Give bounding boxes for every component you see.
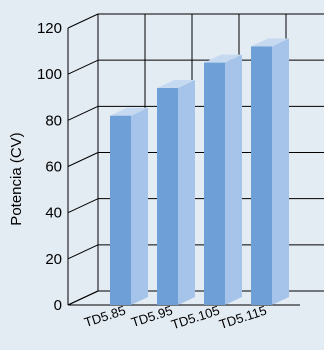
x-tick-label: TD5.105 [169, 303, 221, 333]
floor-divider [67, 290, 99, 306]
bar-side [272, 38, 289, 305]
y-tick-label: 60 [45, 159, 62, 176]
bar-front [251, 46, 272, 305]
bar-TD5.95 [157, 80, 195, 306]
x-tick-label: TD5.95 [129, 303, 174, 330]
y-tick-label: 40 [45, 205, 62, 222]
y-tick-label: 100 [37, 66, 62, 83]
bar-top [157, 80, 195, 89]
bar-side [131, 107, 148, 305]
y-tick-label: 20 [45, 251, 62, 268]
bar-side [178, 80, 195, 306]
gridline-diag [67, 244, 99, 260]
gridline-diag [67, 152, 99, 167]
bar-side [225, 54, 242, 305]
bar-top [204, 54, 242, 63]
bars [110, 38, 289, 306]
bar-front [204, 62, 225, 305]
x-tick-label: TD5.85 [82, 303, 127, 330]
y-tick-label: 80 [45, 112, 62, 129]
bar-TD5.85 [110, 107, 148, 305]
y-tick-label: 120 [37, 20, 62, 37]
y-axis-title: Potencia (CV) [8, 132, 25, 225]
bar-front [110, 115, 131, 305]
bar-front [157, 88, 178, 306]
bar-top [110, 107, 148, 116]
gridline-diag [67, 59, 99, 75]
gridline-diag [67, 105, 99, 121]
bar-TD5.105 [204, 54, 242, 305]
y-tick-labels: 0 20 40 60 80 100 120 [37, 20, 62, 314]
gridline-diag [67, 198, 99, 214]
y-tick-label: 0 [54, 297, 62, 314]
bar-TD5.115 [251, 38, 289, 305]
gridline-diag [67, 13, 99, 29]
x-tick-label: TD5.115 [217, 303, 268, 332]
bar-top [251, 38, 289, 47]
